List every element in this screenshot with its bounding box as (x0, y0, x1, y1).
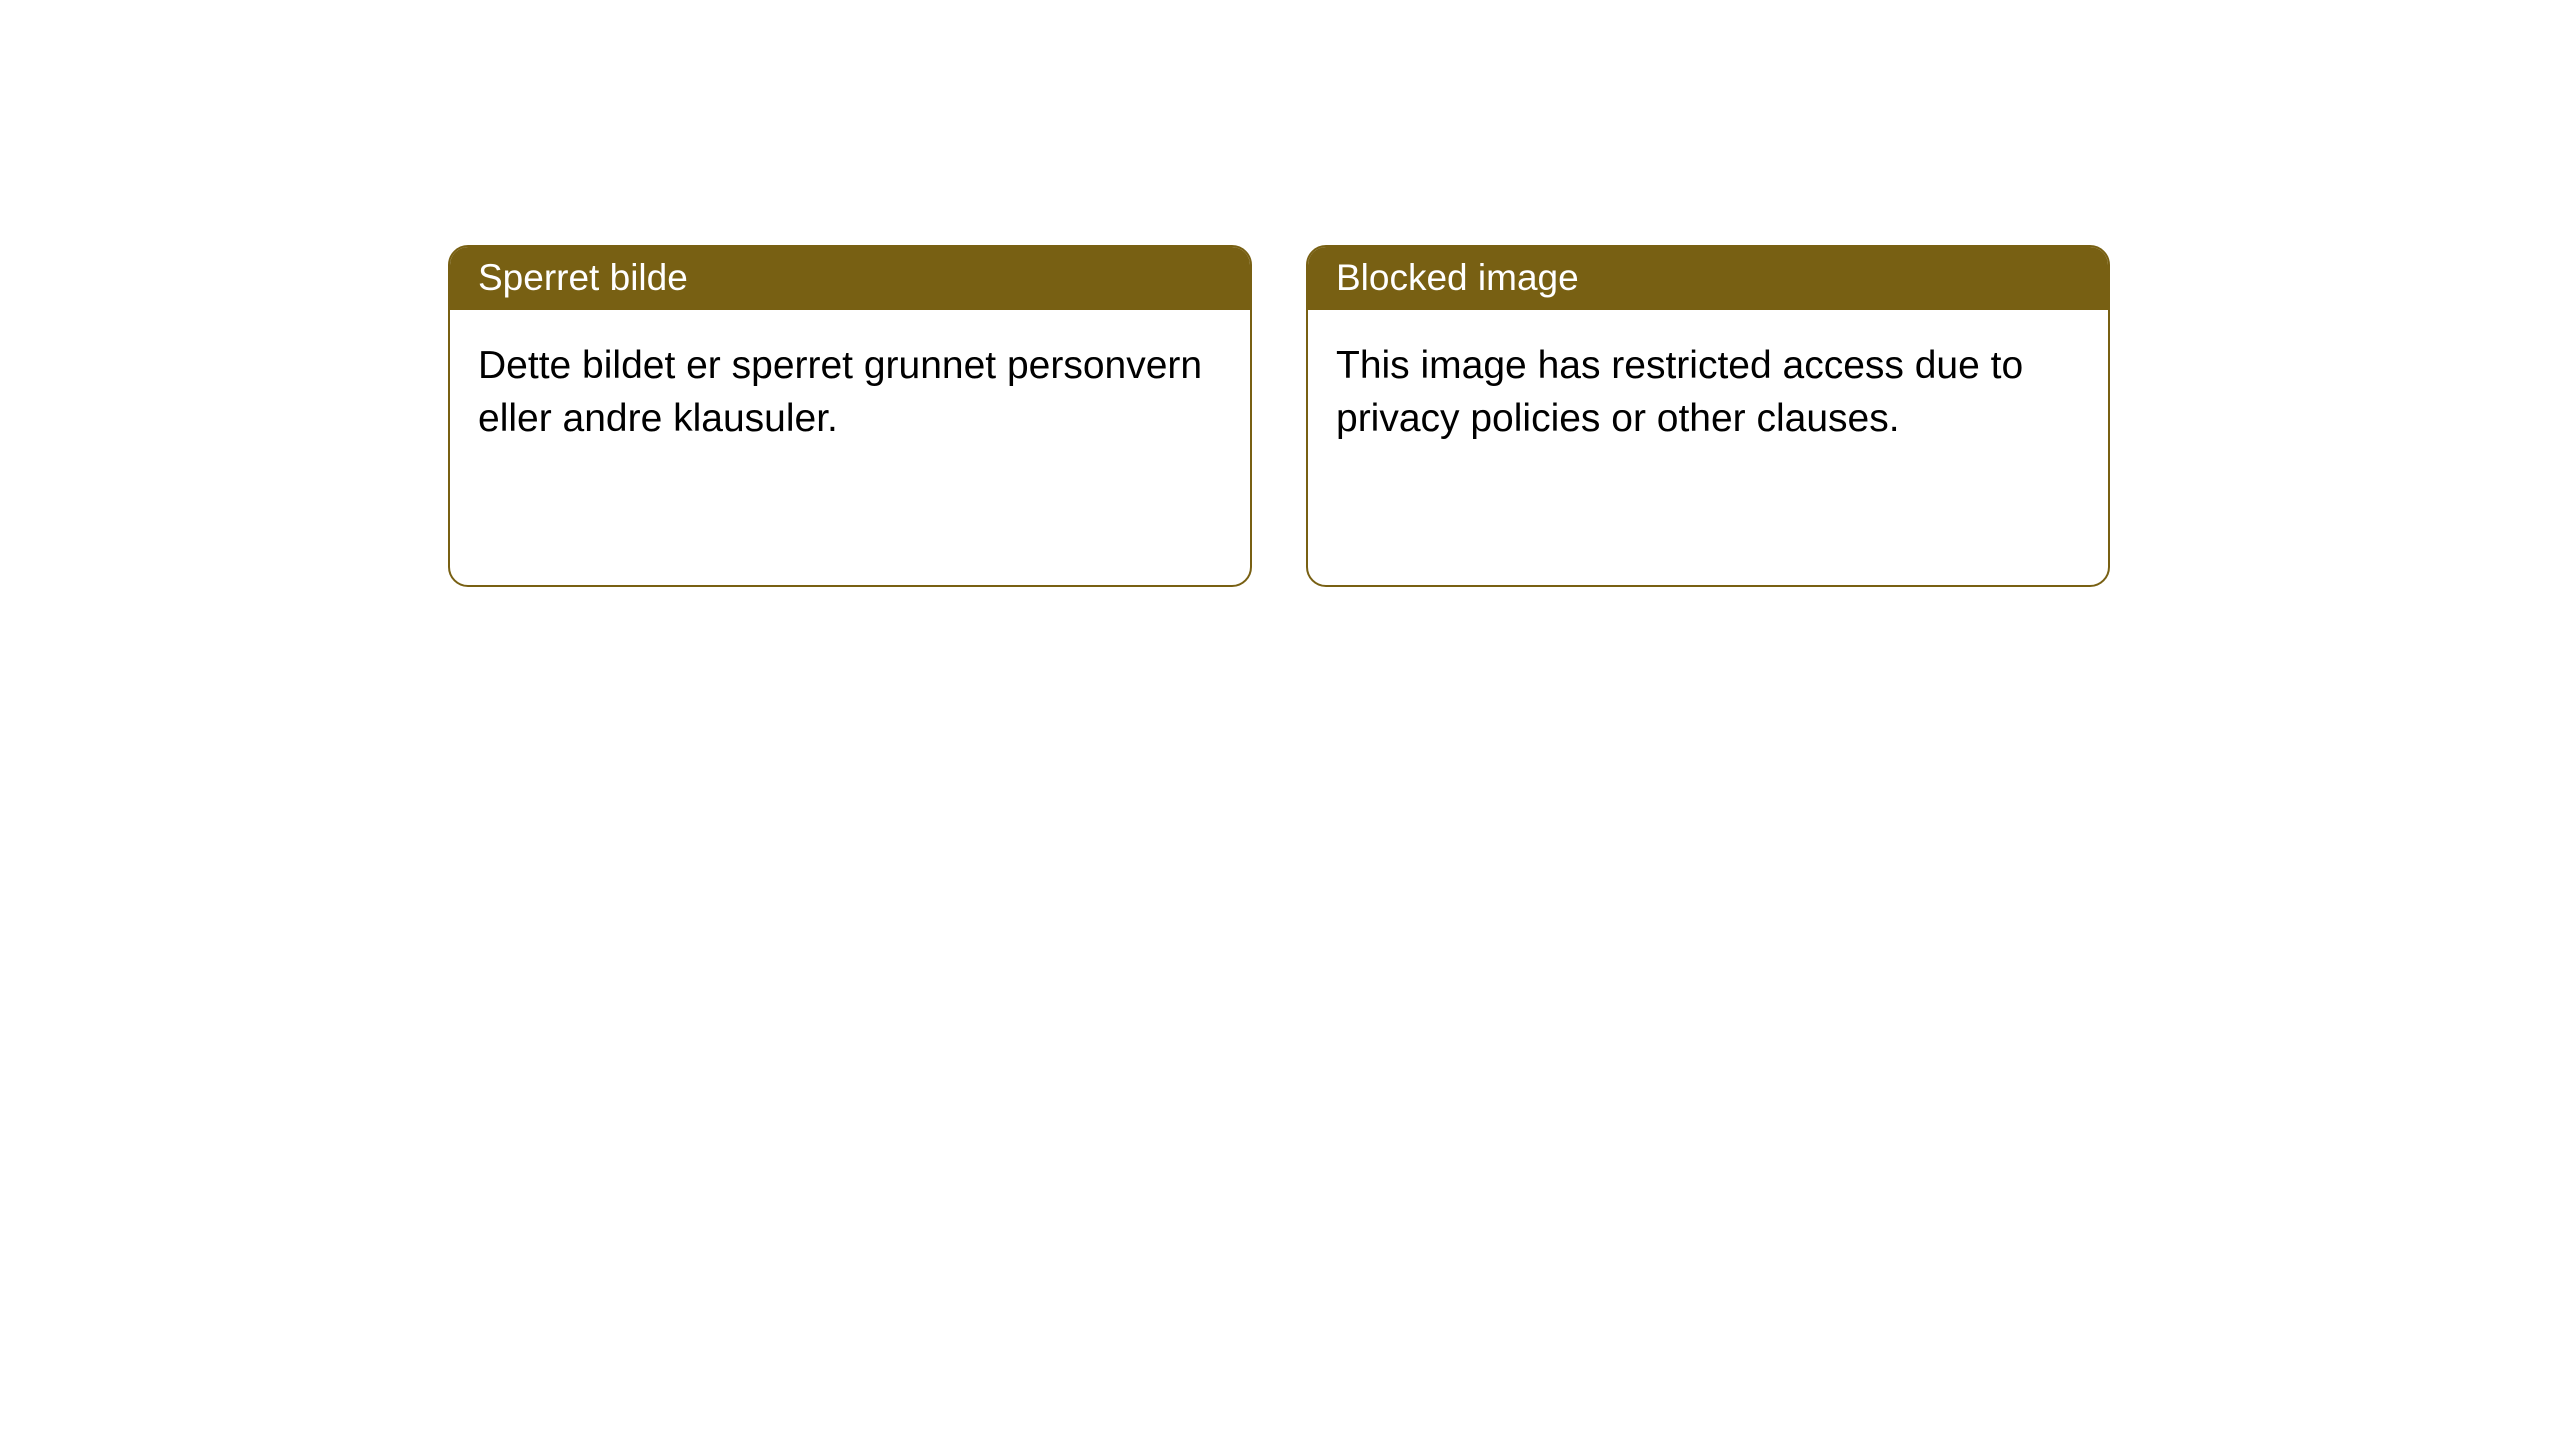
notice-header: Sperret bilde (450, 247, 1250, 310)
notice-card-english: Blocked image This image has restricted … (1306, 245, 2110, 587)
notice-body: Dette bildet er sperret grunnet personve… (450, 310, 1250, 585)
notice-header: Blocked image (1308, 247, 2108, 310)
notice-card-norwegian: Sperret bilde Dette bildet er sperret gr… (448, 245, 1252, 587)
notice-container: Sperret bilde Dette bildet er sperret gr… (448, 245, 2110, 587)
notice-body: This image has restricted access due to … (1308, 310, 2108, 585)
